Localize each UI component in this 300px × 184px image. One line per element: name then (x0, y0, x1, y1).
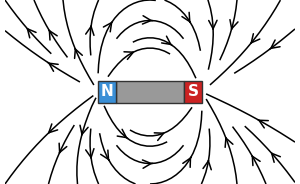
FancyArrowPatch shape (48, 62, 58, 71)
FancyArrowPatch shape (209, 20, 217, 29)
Bar (184, 81, 202, 103)
FancyArrowPatch shape (49, 30, 57, 40)
FancyArrowPatch shape (182, 12, 190, 22)
Bar (116, 81, 184, 103)
FancyArrowPatch shape (49, 124, 58, 133)
FancyArrowPatch shape (251, 34, 260, 43)
FancyArrowPatch shape (258, 120, 268, 128)
FancyArrowPatch shape (252, 156, 260, 166)
FancyArrowPatch shape (162, 36, 172, 45)
FancyArrowPatch shape (269, 40, 280, 49)
FancyArrowPatch shape (183, 157, 191, 167)
FancyArrowPatch shape (80, 125, 88, 135)
FancyArrowPatch shape (154, 133, 164, 140)
FancyArrowPatch shape (101, 150, 109, 160)
FancyArrowPatch shape (103, 22, 112, 32)
FancyArrowPatch shape (117, 129, 128, 139)
FancyArrowPatch shape (86, 149, 94, 158)
FancyArrowPatch shape (86, 26, 94, 35)
Text: N: N (100, 84, 113, 100)
FancyArrowPatch shape (225, 138, 233, 147)
FancyArrowPatch shape (230, 20, 238, 29)
FancyArrowPatch shape (142, 160, 153, 168)
FancyArrowPatch shape (203, 160, 211, 170)
FancyArrowPatch shape (75, 49, 82, 58)
Bar (98, 81, 116, 103)
FancyArrowPatch shape (124, 52, 134, 59)
FancyArrowPatch shape (59, 143, 67, 153)
Text: S: S (188, 84, 199, 100)
FancyArrowPatch shape (27, 29, 36, 38)
FancyArrowPatch shape (272, 153, 280, 162)
FancyArrowPatch shape (142, 16, 153, 24)
